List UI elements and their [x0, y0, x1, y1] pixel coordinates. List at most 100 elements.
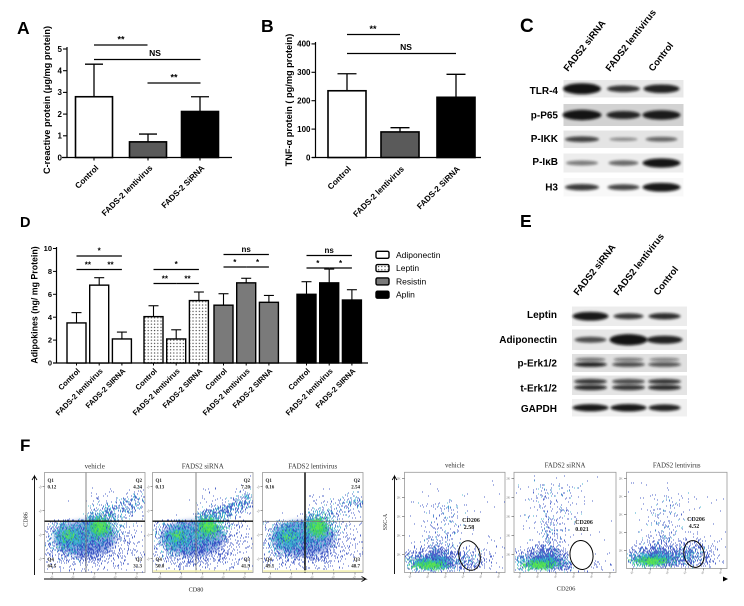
svg-text:FADS2 lentivirus: FADS2 lentivirus — [288, 463, 337, 471]
svg-text:6: 6 — [48, 290, 52, 299]
svg-text:2K: 2K — [397, 553, 402, 557]
svg-text:2K: 2K — [397, 477, 402, 481]
svg-text:10: 10 — [700, 570, 705, 575]
svg-text:CD206: CD206 — [575, 520, 593, 526]
svg-text:Q3: Q3 — [136, 558, 143, 563]
svg-text:Q1: Q1 — [266, 479, 273, 484]
svg-text:200: 200 — [297, 97, 311, 106]
svg-text:**: ** — [184, 275, 191, 284]
svg-text:*: * — [316, 259, 320, 268]
svg-text:10: 10 — [146, 484, 151, 489]
svg-text:10: 10 — [44, 244, 52, 253]
svg-text:CD206: CD206 — [557, 586, 577, 593]
svg-text:4: 4 — [48, 313, 53, 322]
svg-text:10: 10 — [256, 556, 261, 561]
svg-text:10: 10 — [49, 574, 54, 579]
svg-text:10: 10 — [407, 574, 412, 579]
svg-text:B: B — [261, 16, 274, 36]
svg-text:10: 10 — [146, 556, 151, 561]
svg-text:P-IKK: P-IKK — [531, 134, 559, 145]
svg-text:0.16: 0.16 — [266, 486, 275, 491]
svg-text:Q4: Q4 — [266, 558, 273, 563]
svg-text:2K: 2K — [506, 477, 511, 481]
svg-text:NS: NS — [400, 42, 412, 52]
svg-text:10: 10 — [38, 508, 43, 513]
svg-text:2K: 2K — [619, 513, 624, 517]
svg-text:2K: 2K — [619, 477, 624, 481]
svg-text:2K: 2K — [506, 515, 511, 519]
svg-text:p-Erk1/2: p-Erk1/2 — [518, 359, 558, 370]
svg-text:41.9: 41.9 — [241, 565, 250, 570]
svg-text:10: 10 — [496, 574, 501, 579]
svg-text:Q2: Q2 — [136, 479, 143, 484]
svg-text:10: 10 — [478, 574, 483, 579]
svg-text:2K: 2K — [397, 534, 402, 538]
svg-text:10: 10 — [256, 484, 261, 489]
svg-text:2K: 2K — [506, 496, 511, 500]
svg-text:10: 10 — [38, 484, 43, 489]
svg-text:Q4: Q4 — [48, 558, 55, 563]
svg-text:Q4: Q4 — [156, 558, 163, 563]
svg-text:Adipokines (ng/ mg Protein): Adipokines (ng/ mg Protein) — [30, 246, 40, 363]
svg-text:*: * — [175, 260, 179, 269]
svg-text:0.13: 0.13 — [156, 486, 165, 491]
svg-text:2.58: 2.58 — [464, 525, 475, 531]
svg-text:*: * — [256, 258, 260, 267]
svg-text:Leptin: Leptin — [396, 263, 419, 273]
svg-text:2K: 2K — [397, 496, 402, 500]
svg-text:10: 10 — [589, 574, 594, 579]
svg-text:2K: 2K — [619, 495, 624, 499]
svg-text:400: 400 — [297, 40, 311, 49]
svg-text:10: 10 — [443, 574, 448, 579]
svg-text:vehicle: vehicle — [445, 463, 465, 470]
svg-text:7.20: 7.20 — [241, 486, 250, 491]
svg-text:10: 10 — [242, 574, 247, 579]
svg-text:Aplin: Aplin — [396, 290, 415, 300]
svg-text:10: 10 — [70, 574, 75, 579]
svg-text:10: 10 — [146, 508, 151, 513]
svg-text:Resistin: Resistin — [396, 276, 427, 286]
svg-text:CD86: CD86 — [23, 512, 30, 527]
svg-text:SSC-A: SSC-A — [383, 513, 389, 530]
svg-text:C-reactive protein (μg/mg prot: C-reactive protein (μg/mg protein) — [42, 26, 52, 174]
svg-text:Q1: Q1 — [48, 479, 55, 484]
svg-text:FADS2 siRNA: FADS2 siRNA — [182, 463, 224, 471]
svg-text:10: 10 — [157, 574, 162, 579]
svg-text:50.0: 50.0 — [156, 565, 165, 570]
svg-text:p-P65: p-P65 — [531, 111, 559, 122]
svg-text:TLR-4: TLR-4 — [530, 86, 559, 97]
svg-text:100: 100 — [297, 125, 311, 134]
svg-text:Adiponectin: Adiponectin — [499, 335, 557, 346]
svg-text:10: 10 — [647, 570, 652, 575]
svg-text:31.3: 31.3 — [133, 565, 142, 570]
svg-text:10: 10 — [310, 574, 315, 579]
svg-text:10: 10 — [352, 574, 357, 579]
svg-text:H3: H3 — [545, 183, 558, 194]
svg-text:2K: 2K — [506, 534, 511, 538]
svg-text:Q1: Q1 — [156, 479, 163, 484]
svg-text:**: ** — [107, 261, 114, 270]
svg-text:Q3: Q3 — [354, 558, 361, 563]
svg-text:2K: 2K — [619, 531, 624, 535]
svg-text:48.7: 48.7 — [351, 565, 360, 570]
svg-text:GAPDH: GAPDH — [521, 404, 557, 415]
svg-text:CD80: CD80 — [189, 587, 204, 594]
svg-text:F: F — [20, 436, 30, 455]
svg-text:2: 2 — [48, 336, 52, 345]
svg-text:*: * — [339, 259, 343, 268]
svg-text:10: 10 — [92, 574, 97, 579]
svg-text:10: 10 — [113, 574, 118, 579]
svg-text:**: ** — [170, 73, 178, 83]
svg-text:vehicle: vehicle — [85, 463, 105, 471]
svg-text:4.52: 4.52 — [689, 524, 700, 530]
svg-text:**: ** — [85, 261, 92, 270]
svg-text:**: ** — [162, 275, 169, 284]
svg-text:0: 0 — [48, 359, 52, 368]
svg-text:2K: 2K — [397, 515, 402, 519]
svg-text:NS: NS — [149, 48, 161, 58]
svg-text:2K: 2K — [506, 553, 511, 557]
svg-text:FADS2 siRNA: FADS2 siRNA — [545, 463, 586, 470]
svg-text:300: 300 — [297, 68, 311, 77]
svg-text:10: 10 — [331, 574, 336, 579]
svg-text:Q3: Q3 — [244, 558, 251, 563]
